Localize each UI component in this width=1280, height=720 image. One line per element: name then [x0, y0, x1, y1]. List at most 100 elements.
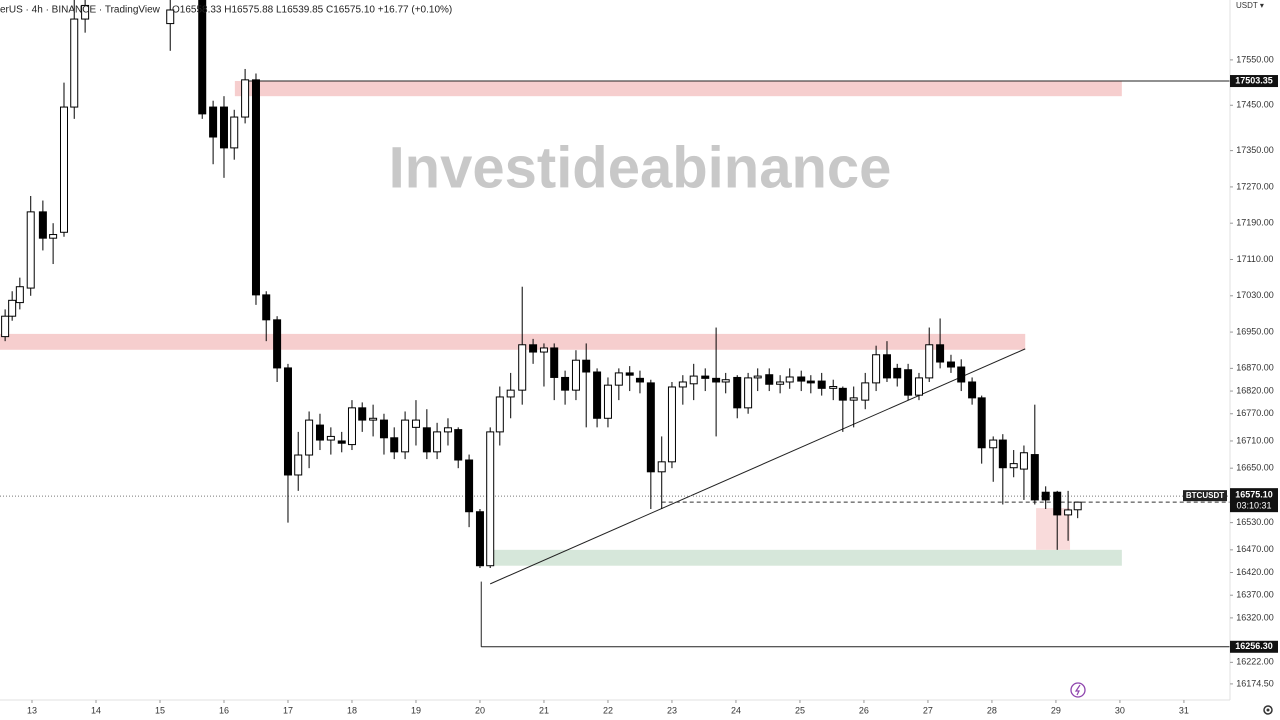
candle-body — [422, 427, 431, 453]
x-tick-label: 22 — [603, 705, 613, 715]
x-tick-label: 18 — [347, 705, 357, 715]
candle-body — [1009, 463, 1018, 469]
price-label: 16256.30 — [1235, 641, 1273, 651]
candle-body — [882, 354, 891, 379]
candle-body — [646, 382, 655, 473]
candle-body — [1073, 501, 1082, 511]
candle-body — [561, 376, 570, 391]
symbol-title: erUS · 4h · BINANCE · TradingView — [0, 5, 161, 16]
candle-body — [26, 211, 35, 289]
candle-body — [390, 437, 399, 453]
candle-body — [989, 439, 998, 449]
x-tick-label: 21 — [539, 705, 549, 715]
ohlc-text: O16558.33 H16575.88 L16539.85 C16575.10 … — [172, 5, 452, 16]
x-tick-label: 26 — [859, 705, 869, 715]
candle-body — [358, 407, 367, 421]
settings-icon[interactable] — [1263, 705, 1273, 715]
zone — [234, 80, 1122, 97]
candle-body — [593, 371, 602, 419]
candle-body — [443, 427, 452, 433]
candle-body — [701, 375, 710, 379]
y-tick-label: 17110.00 — [1237, 254, 1274, 264]
candle-body — [433, 431, 442, 453]
y-tick-label: 16950.00 — [1236, 326, 1274, 336]
candle-body — [70, 18, 79, 108]
zone — [0, 333, 1026, 350]
candle-body — [1053, 491, 1062, 516]
candle-body — [657, 461, 666, 473]
candle-body — [486, 431, 495, 567]
candle-body — [38, 211, 47, 239]
candle-body — [305, 419, 314, 456]
y-tick-label: 17190.00 — [1236, 218, 1274, 228]
candle-body — [518, 344, 527, 391]
y-tick-label: 17550.00 — [1236, 54, 1274, 64]
x-tick-label: 17 — [283, 705, 293, 715]
candle-body — [721, 379, 730, 383]
trend-line — [490, 348, 1026, 585]
y-tick-label: 16650.00 — [1236, 463, 1274, 473]
y-tick-label: 16174.50 — [1236, 678, 1274, 688]
candle-body — [968, 381, 977, 399]
candle-body — [797, 376, 806, 382]
candle-body — [849, 397, 858, 401]
candle-body — [315, 424, 324, 441]
candle-body — [529, 344, 538, 353]
y-tick-label: 16530.00 — [1236, 517, 1274, 527]
x-tick-label: 14 — [91, 705, 101, 715]
price-label-bg — [1230, 75, 1278, 88]
candle-body — [1030, 454, 1039, 501]
candle-body — [454, 429, 463, 461]
candle-body — [667, 386, 676, 463]
candle-body — [872, 354, 881, 384]
candle-body — [936, 344, 945, 363]
currency-menu[interactable]: USDT ▾ — [1236, 1, 1264, 10]
x-tick-label: 19 — [411, 705, 421, 715]
x-tick-label: 31 — [1179, 705, 1189, 715]
price-label-bg — [1230, 640, 1278, 653]
candle-body — [765, 374, 774, 385]
x-tick-label: 29 — [1051, 705, 1061, 715]
x-tick-label: 13 — [27, 705, 37, 715]
candle-body — [465, 459, 474, 513]
candle-body — [230, 116, 239, 149]
candle-body — [219, 106, 228, 149]
x-tick-label: 25 — [795, 705, 805, 715]
candle-body — [506, 389, 515, 398]
candle-body — [614, 372, 623, 386]
candle-body — [337, 440, 346, 444]
candle-body — [603, 384, 612, 419]
candle-body — [914, 377, 923, 396]
x-tick-label: 16 — [219, 705, 229, 715]
candle-body — [785, 376, 794, 383]
y-tick-label: 16370.00 — [1236, 590, 1274, 600]
candle-body — [15, 286, 24, 304]
y-tick-label: 16320.00 — [1236, 612, 1274, 622]
candle-body — [838, 387, 847, 401]
y-tick-label: 16222.00 — [1236, 657, 1274, 667]
candle-body — [625, 372, 634, 376]
candle-body — [326, 435, 335, 441]
y-tick-label: 16420.00 — [1236, 567, 1274, 577]
alert-icon[interactable] — [1070, 682, 1086, 698]
x-tick-label: 30 — [1115, 705, 1125, 715]
x-tick-label: 15 — [155, 705, 165, 715]
candle-body — [1064, 509, 1073, 516]
candle-body — [582, 359, 591, 373]
candle-body — [379, 419, 388, 439]
y-tick-label: 16770.00 — [1236, 408, 1274, 418]
candle-body — [241, 79, 250, 118]
candle-body — [8, 299, 17, 317]
candle-body — [411, 419, 420, 428]
candle-body — [294, 454, 303, 476]
x-tick-label: 28 — [987, 705, 997, 715]
candle-body — [209, 106, 218, 138]
candle-body — [977, 397, 986, 449]
x-tick-label: 24 — [731, 705, 741, 715]
candle-body — [712, 377, 721, 383]
candle-body — [806, 380, 815, 384]
candle-body — [262, 294, 271, 321]
candle-body — [753, 375, 762, 379]
candle-body — [998, 439, 1007, 469]
candle-body — [550, 347, 559, 378]
